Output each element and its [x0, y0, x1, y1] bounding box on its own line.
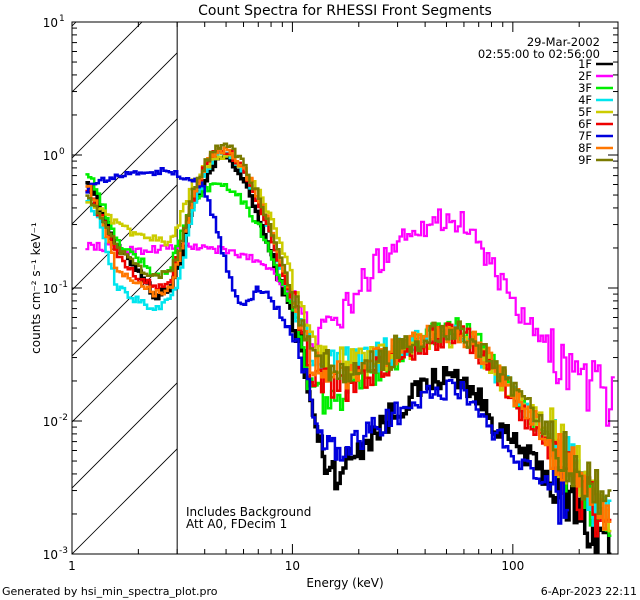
date-label: 29-Mar-2002 [527, 35, 600, 49]
hatch-line [72, 22, 77, 27]
series-6F [85, 146, 612, 538]
hatch-line [72, 22, 143, 93]
note-background: Includes Background [186, 505, 311, 519]
series-8F [85, 146, 612, 531]
y-tick-label: 10 [43, 149, 58, 163]
chart-title: Count Spectra for RHESSI Front Segments [198, 3, 492, 19]
y-tick-label: 10 [43, 415, 58, 429]
hatch-line [72, 448, 178, 554]
y-tick-label: 10 [43, 282, 58, 296]
x-axis-label: Energy (keV) [306, 576, 383, 590]
note-attenuator: Att A0, FDecim 1 [186, 517, 287, 531]
hatch-line [72, 52, 178, 159]
x-tick-label: 10 [285, 559, 300, 573]
time-range-label: 02:55:00 to 02:56:00 [478, 47, 600, 61]
hatch-line [72, 250, 178, 357]
footer-right: 6-Apr-2023 22:11 [541, 585, 637, 598]
legend-label-2F: 2F [578, 69, 592, 83]
x-tick-label: 1 [68, 559, 76, 573]
legend-label-4F: 4F [578, 93, 592, 107]
y-tick-exponent: -3 [59, 546, 68, 556]
footer-left: Generated by hsi_min_spectra_plot.pro [2, 585, 218, 598]
legend-label-7F: 7F [578, 129, 592, 143]
hatch-line [72, 184, 178, 291]
hatch-line [72, 316, 178, 423]
legend-label-1F: 1F [578, 57, 592, 71]
y-tick-label: 10 [43, 16, 58, 30]
legend-label-3F: 3F [578, 81, 592, 95]
y-tick-exponent: 0 [59, 147, 65, 157]
y-tick-exponent: -2 [59, 413, 68, 423]
legend-label-8F: 8F [578, 141, 592, 155]
x-tick-label: 100 [501, 559, 524, 573]
legend-label-9F: 9F [578, 153, 592, 167]
series-9F [85, 142, 612, 515]
spectra-series [85, 142, 615, 554]
legend-label-5F: 5F [578, 105, 592, 119]
series-2F [85, 208, 615, 427]
y-tick-exponent: -1 [59, 280, 68, 290]
plot-frame [71, 21, 619, 555]
y-tick-exponent: 1 [59, 14, 65, 24]
series-7F [85, 166, 570, 525]
y-tick-label: 10 [43, 548, 58, 562]
legend-label-6F: 6F [578, 117, 592, 131]
y-axis-label: counts cm⁻² s⁻¹ keV⁻¹ [29, 222, 43, 354]
hatch-line [72, 382, 178, 489]
